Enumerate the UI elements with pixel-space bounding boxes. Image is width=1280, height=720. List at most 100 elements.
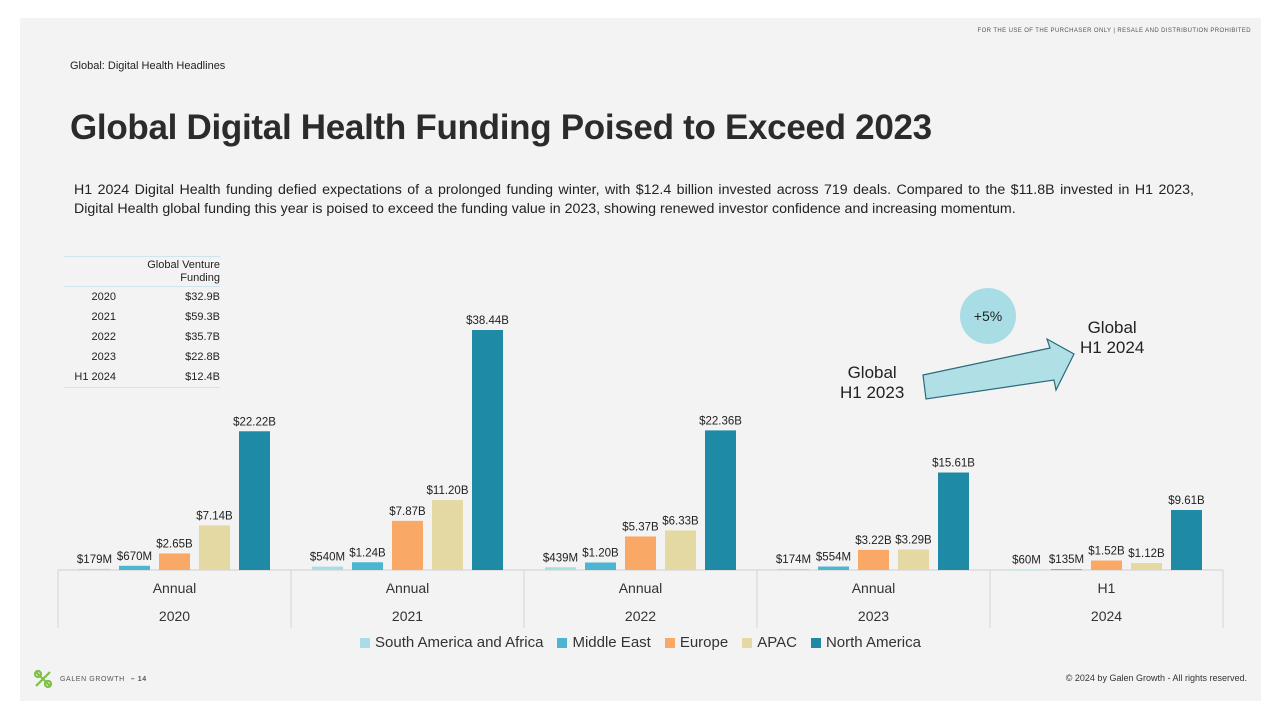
brand-name: GALEN GROWTH [60, 675, 125, 683]
legend-item: South America and Africa [360, 634, 543, 651]
table-top-rule [64, 256, 220, 257]
legend-swatch [360, 637, 371, 648]
data-label: $3.22B [855, 535, 892, 547]
table-value: $32.9B [185, 291, 220, 303]
data-label: $38.44B [466, 315, 509, 327]
data-label: $22.36B [699, 415, 742, 427]
table-value: $35.7B [185, 331, 220, 343]
tick-label-year: 2023 [858, 608, 889, 624]
to-label-line2: H1 2024 [1080, 338, 1145, 357]
legend-label: APAC [757, 634, 797, 651]
table-period: H1 2024 [74, 371, 116, 383]
bar [1091, 560, 1122, 570]
copyright: © 2024 by Galen Growth - All rights rese… [1065, 673, 1247, 683]
bar [432, 500, 463, 570]
bar [625, 536, 656, 570]
table-period: 2020 [91, 291, 116, 303]
legend-swatch [810, 637, 821, 648]
footer-brand: GALEN GROWTH – 14 [32, 668, 147, 690]
tick-label-year: 2024 [1091, 608, 1122, 624]
legend-swatch [664, 637, 675, 648]
growth-arrow-icon [922, 337, 1075, 400]
bar [585, 562, 616, 570]
bar [199, 525, 230, 570]
table-row: 2022 $35.7B [64, 327, 220, 347]
bar [312, 566, 343, 570]
data-label: $439M [543, 552, 578, 564]
description: H1 2024 Digital Health funding defied ex… [74, 182, 1194, 217]
table-row: 2021 $59.3B [64, 307, 220, 327]
data-label: $3.29B [895, 534, 932, 546]
data-label: $540M [310, 552, 345, 564]
bar [392, 520, 423, 570]
summary-table: Global Venture Funding 2020 $32.9B 2021 $5… [64, 256, 220, 388]
chart-legend: South America and Africa Middle East Europ… [20, 634, 1261, 651]
bar [1131, 563, 1162, 570]
data-label: $554M [816, 552, 851, 564]
table-row: H1 2024 $12.4B [64, 367, 220, 387]
table-row: 2020 $32.9B [64, 287, 220, 307]
legend-item: Middle East [557, 634, 651, 651]
legend-label: Middle East [572, 634, 651, 651]
bar [79, 568, 110, 570]
data-label: $9.61B [1168, 495, 1205, 507]
disclaimer: FOR THE USE OF THE PURCHASER ONLY | RESA… [977, 28, 1251, 34]
table-row: 2023 $22.8B [64, 347, 220, 367]
bar [778, 568, 809, 570]
page-number: – 14 [130, 675, 147, 683]
table-header-line1: Global Venture [147, 259, 220, 271]
table-bottom-rule [64, 387, 220, 388]
tick-label-year: 2021 [392, 608, 423, 624]
tick-label-period: Annual [852, 580, 896, 596]
data-label: $7.87B [389, 506, 426, 518]
bar [1051, 569, 1082, 570]
legend-label: Europe [679, 634, 729, 651]
bar [818, 566, 849, 570]
data-label: $1.12B [1128, 548, 1165, 560]
bar [545, 567, 576, 570]
table-header-line2: Funding [180, 272, 220, 284]
bar [352, 562, 383, 570]
data-label: $15.61B [932, 458, 975, 470]
tick-label-year: 2020 [159, 608, 190, 624]
bar [665, 530, 696, 570]
data-label: $22.22B [233, 416, 276, 428]
legend-item: North America [810, 634, 921, 651]
bar [119, 565, 150, 570]
data-label: $2.65B [156, 538, 193, 550]
table-period: 2023 [91, 351, 116, 363]
data-label: $179M [77, 554, 112, 566]
data-label: $60M [1012, 555, 1041, 567]
from-label: Global H1 2023 [840, 363, 904, 403]
table-header: Global Venture Funding [64, 257, 220, 286]
legend-label: South America and Africa [375, 634, 544, 651]
bar [705, 430, 736, 570]
data-label: $174M [776, 554, 811, 566]
bar-chart: $179M $670M $2.65B $7.14B $22.22B Annual 2020 $… [57, 315, 1224, 628]
legend-swatch [557, 637, 568, 648]
to-label-line1: Global [1087, 318, 1137, 337]
legend-item: Europe [664, 634, 729, 651]
table-period: 2021 [91, 311, 116, 323]
tick-label-period: Annual [386, 580, 430, 596]
bar [239, 431, 270, 570]
data-label: $1.52B [1088, 546, 1125, 558]
data-label: $11.20B [427, 485, 469, 497]
tick-label-period: Annual [153, 580, 197, 596]
table-value: $22.8B [185, 351, 220, 363]
galen-growth-logo-icon [33, 669, 53, 689]
from-label-line1: Global [847, 363, 897, 382]
legend-label: North America [825, 634, 921, 651]
bar [159, 553, 190, 570]
bar [1011, 569, 1042, 571]
table-header-rule [64, 286, 220, 287]
from-label-line2: H1 2023 [840, 383, 905, 402]
slide: FOR THE USE OF THE PURCHASER ONLY | RESA… [20, 18, 1261, 701]
table-value: $12.4B [185, 371, 220, 383]
data-label: $1.24B [349, 547, 386, 559]
table-value: $59.3B [185, 311, 220, 323]
data-label: $7.14B [196, 510, 233, 522]
table-period: 2022 [91, 331, 116, 343]
bar [898, 549, 929, 570]
tick-label-year: 2022 [625, 608, 656, 624]
